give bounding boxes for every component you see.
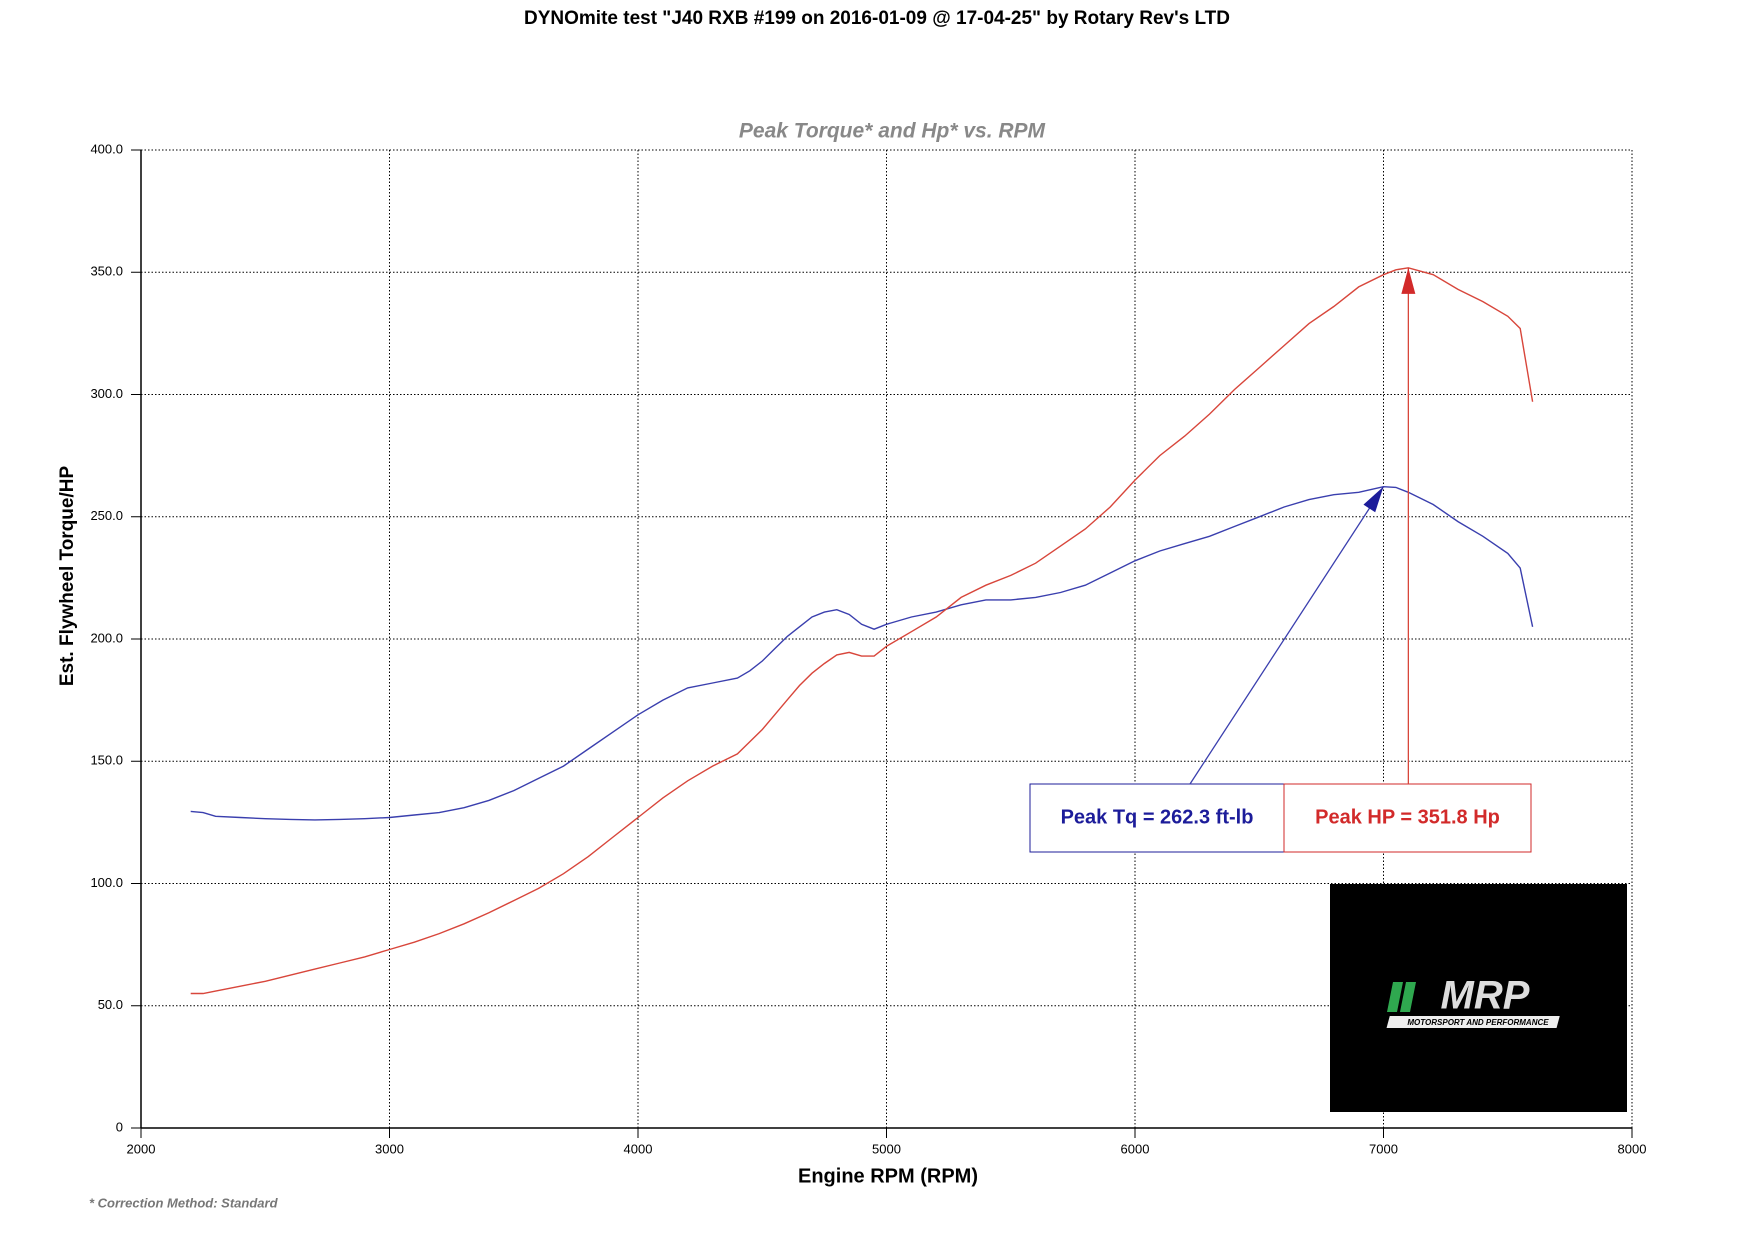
annotation-box: [1029, 783, 1285, 853]
annotation-arrow: [1189, 486, 1385, 785]
x-tick-label: 5000: [872, 1141, 901, 1156]
y-tick-label: 400.0: [90, 141, 123, 156]
logo-subtext: MOTORSPORT AND PERFORMANCE: [1407, 1018, 1549, 1027]
chart-subtitle: Peak Torque* and Hp* vs. RPM: [739, 120, 1046, 143]
y-tick-label: 50.0: [98, 997, 123, 1012]
y-tick-label: 200.0: [90, 630, 123, 645]
logo-box: [1330, 884, 1627, 1112]
y-tick-label: 250.0: [90, 508, 123, 523]
annotation-text: Peak HP = 351.8 Hp: [1315, 806, 1500, 828]
x-tick-label: 8000: [1618, 1141, 1647, 1156]
series-line: [190, 267, 1534, 995]
y-tick-label: 150.0: [90, 753, 123, 768]
y-tick-label: 100.0: [90, 875, 123, 890]
logo-stripe: [1400, 982, 1416, 1012]
y-axis-label: Est. Flywheel Torque/HP: [57, 466, 78, 687]
x-tick-label: 4000: [624, 1141, 653, 1156]
arrowhead: [1363, 486, 1384, 513]
x-tick-label: 7000: [1369, 1141, 1398, 1156]
x-tick-label: 2000: [127, 1141, 156, 1156]
logo-band: [1386, 1016, 1560, 1028]
x-tick-label: 3000: [375, 1141, 404, 1156]
y-tick-label: 350.0: [90, 264, 123, 279]
chart-title: DYNOmite test "J40 RXB #199 on 2016-01-0…: [524, 8, 1230, 29]
y-tick-label: 0: [116, 1119, 123, 1134]
x-axis-label: Engine RPM (RPM): [798, 1165, 978, 1187]
annotation-text: Peak Tq = 262.3 ft-lb: [1061, 806, 1254, 828]
logo-stripe: [1387, 982, 1403, 1012]
annotation-box: [1283, 783, 1532, 853]
x-tick-label: 6000: [1121, 1141, 1150, 1156]
logo-text: MRP: [1441, 974, 1530, 1018]
series-line: [190, 485, 1534, 821]
y-tick-label: 300.0: [90, 386, 123, 401]
footnote: * Correction Method: Standard: [89, 1195, 279, 1210]
arrowhead: [1401, 267, 1416, 294]
